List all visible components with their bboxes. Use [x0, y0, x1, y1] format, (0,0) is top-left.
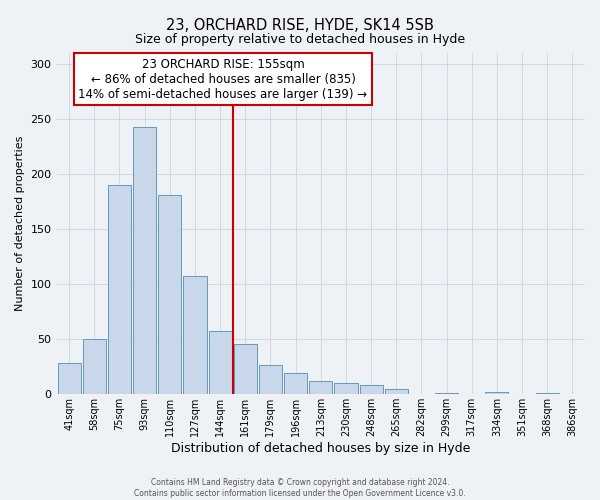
Bar — [536, 393, 559, 394]
Bar — [385, 389, 408, 394]
X-axis label: Distribution of detached houses by size in Hyde: Distribution of detached houses by size … — [171, 442, 470, 455]
Bar — [108, 185, 131, 394]
Text: Size of property relative to detached houses in Hyde: Size of property relative to detached ho… — [135, 32, 465, 46]
Bar — [58, 364, 80, 394]
Bar — [209, 332, 232, 394]
Bar — [83, 339, 106, 394]
Bar — [133, 128, 156, 394]
Bar — [234, 344, 257, 394]
Bar — [309, 381, 332, 394]
Y-axis label: Number of detached properties: Number of detached properties — [15, 136, 25, 311]
Bar — [485, 392, 508, 394]
Text: 23, ORCHARD RISE, HYDE, SK14 5SB: 23, ORCHARD RISE, HYDE, SK14 5SB — [166, 18, 434, 32]
Bar — [259, 364, 282, 394]
Bar — [359, 386, 383, 394]
Text: 23 ORCHARD RISE: 155sqm
← 86% of detached houses are smaller (835)
14% of semi-d: 23 ORCHARD RISE: 155sqm ← 86% of detache… — [79, 58, 368, 100]
Bar — [184, 276, 206, 394]
Bar — [334, 384, 358, 394]
Text: Contains HM Land Registry data © Crown copyright and database right 2024.
Contai: Contains HM Land Registry data © Crown c… — [134, 478, 466, 498]
Bar — [158, 194, 181, 394]
Bar — [284, 374, 307, 394]
Bar — [435, 393, 458, 394]
